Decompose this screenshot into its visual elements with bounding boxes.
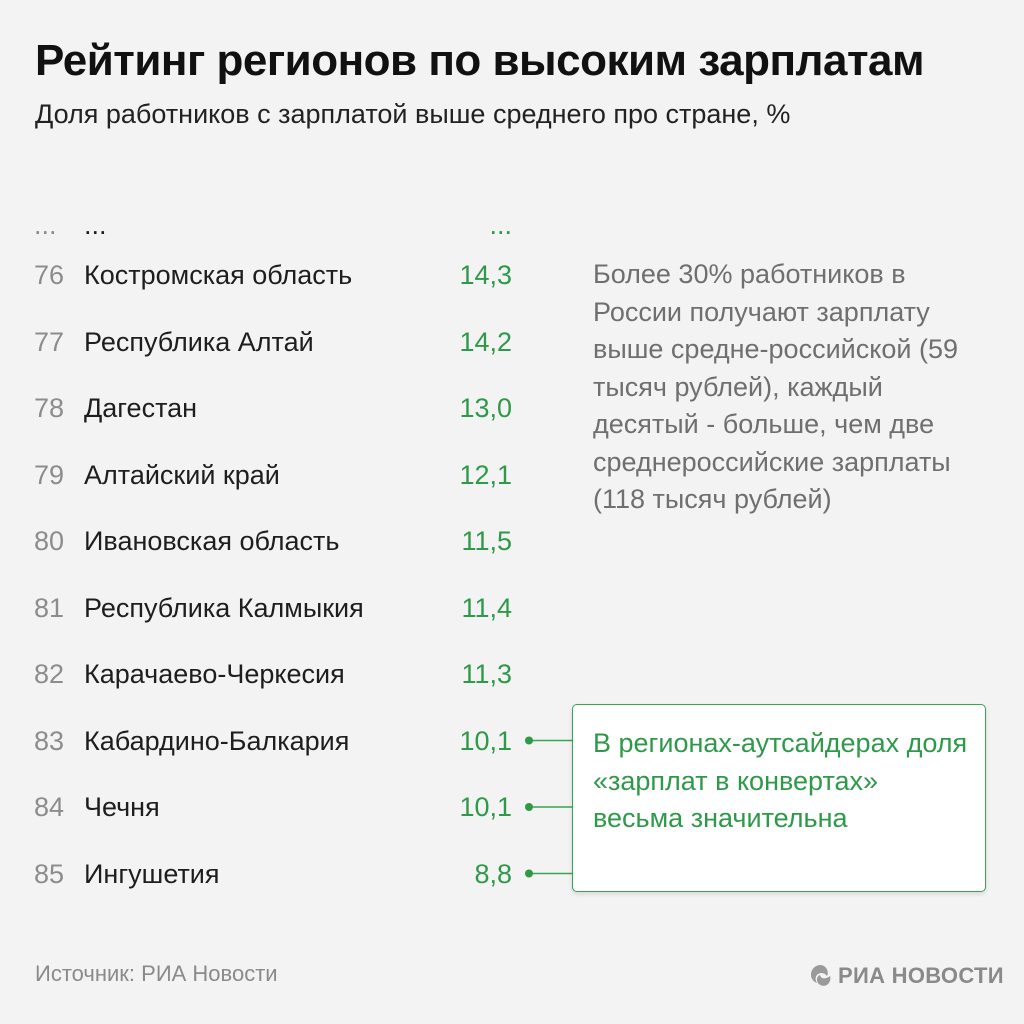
table-cell-value: 13,0 [459,393,512,423]
table-row: 80 Ивановская область 11,5 [0,521,560,561]
table-cell-value: 10,1 [459,792,512,822]
table-cell-rank: 81 [34,592,65,623]
ria-logo: РИА НОВОСТИ [808,961,1004,991]
table-cell-region: Ингушетия [84,858,220,889]
table-row: 78 Дагестан 13,0 [0,388,560,428]
table-cell-rank: 82 [34,659,65,689]
ranking-table: ......... 76 Костромская область 14,3 77 Респ… [0,201,560,901]
table-cell-rank: 80 [34,526,65,556]
callout-text: В регионах-аутсайдерах доля «зарплат в к… [593,728,968,833]
table-cell-rank: 83 [34,725,65,756]
table-cell-region: Кабардино-Балкария [84,725,350,756]
table-cell-value: ... [489,210,512,240]
table-cell-region: Республика Алтай [84,326,314,357]
table-cell-value: 11,5 [461,526,512,556]
table-row: 76 Костромская область 14,3 [0,255,560,295]
table-row: 84 Чечня 10,1 [0,787,560,827]
table-row: 85 Ингушетия 8,8 [0,854,560,894]
table-cell-region: Алтайский край [84,459,280,490]
chart-subtitle: Доля работников с зарплатой выше среднег… [35,99,791,129]
table-cell-value: 11,4 [461,592,512,623]
table-cell-value: 11,3 [461,659,512,689]
callout-box: В регионах-аутсайдерах доля «зарплат в к… [572,704,986,892]
chart-title: Рейтинг регионов по высоким зарплатам [35,36,925,85]
table-cell-value: 14,3 [459,260,512,290]
table-cell-rank: 77 [34,326,65,357]
ria-logo-icon [811,965,831,986]
table-cell-rank: 76 [34,260,65,290]
table-row: 81 Республика Калмыкия 11,4 [0,588,560,628]
info-note: Более 30% работников в России получают з… [593,259,958,514]
table-cell-region: Чечня [84,792,160,822]
table-cell-rank: ... [34,210,57,240]
table-cell-rank: 78 [34,393,65,423]
table-cell-region: Костромская область [84,260,353,290]
table-row: 79 Алтайский край 12,1 [0,455,560,495]
table-cell-value: 14,2 [459,326,512,357]
table-cell-region: Дагестан [84,393,198,423]
table-cell-value: 12,1 [459,459,512,490]
table-cell-value: 10,1 [459,725,512,756]
table-cell-value: 8,8 [474,858,512,889]
source-label: Источник: РИА Новости [35,961,278,986]
table-row: 83 Кабардино-Балкария 10,1 [0,721,560,761]
table-cell-region: ... [84,210,107,240]
table-cell-region: Карачаево-Черкесия [84,659,345,689]
table-row-ellipsis: ......... [0,205,560,245]
table-cell-rank: 85 [34,858,65,889]
ria-logo-text: РИА НОВОСТИ [838,963,1004,988]
table-cell-region: Ивановская область [84,526,340,556]
table-row: 77 Республика Алтай 14,2 [0,322,560,362]
table-cell-rank: 84 [34,792,65,822]
table-cell-region: Республика Калмыкия [84,592,364,623]
table-row: 82 Карачаево-Черкесия 11,3 [0,654,560,694]
table-cell-rank: 79 [34,459,65,490]
